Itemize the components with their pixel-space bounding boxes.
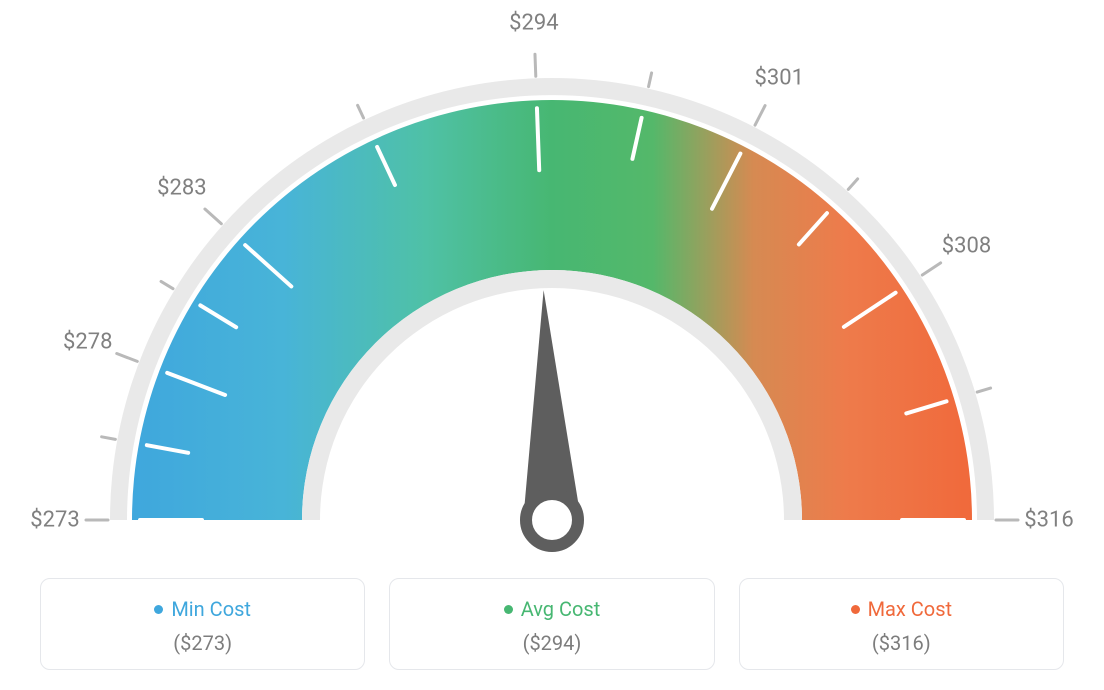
legend-title-min: Min Cost <box>154 597 251 621</box>
legend-dot-avg <box>504 605 513 614</box>
legend-card-min: Min Cost ($273) <box>40 578 365 670</box>
legend-title-avg: Avg Cost <box>504 597 601 621</box>
legend-value-avg: ($294) <box>400 631 703 655</box>
legend-title-max: Max Cost <box>851 597 953 621</box>
legend-row: Min Cost ($273) Avg Cost ($294) Max Cost… <box>40 578 1064 670</box>
gauge-chart-container: $273 $278 $283 $294 $301 $308 $316 Min Cost ($… <box>0 0 1104 690</box>
legend-label-avg: Avg Cost <box>521 597 601 621</box>
gauge-tick-label: $301 <box>755 65 804 90</box>
legend-value-min: ($273) <box>51 631 354 655</box>
gauge-tick-label: $278 <box>63 330 112 355</box>
gauge-tick-label: $283 <box>157 176 206 201</box>
legend-dot-max <box>851 605 860 614</box>
legend-label-max: Max Cost <box>868 597 953 621</box>
legend-card-avg: Avg Cost ($294) <box>389 578 714 670</box>
legend-card-max: Max Cost ($316) <box>739 578 1064 670</box>
gauge-tick-label: $294 <box>509 11 558 36</box>
legend-label-min: Min Cost <box>171 597 251 621</box>
gauge-tick-label: $308 <box>942 233 991 258</box>
legend-value-max: ($316) <box>750 631 1053 655</box>
gauge-svg <box>0 0 1104 560</box>
gauge-tick-label: $316 <box>1024 508 1073 533</box>
gauge-tick-label: $273 <box>30 508 79 533</box>
legend-dot-min <box>154 605 163 614</box>
gauge-area: $273 $278 $283 $294 $301 $308 $316 <box>0 0 1104 560</box>
